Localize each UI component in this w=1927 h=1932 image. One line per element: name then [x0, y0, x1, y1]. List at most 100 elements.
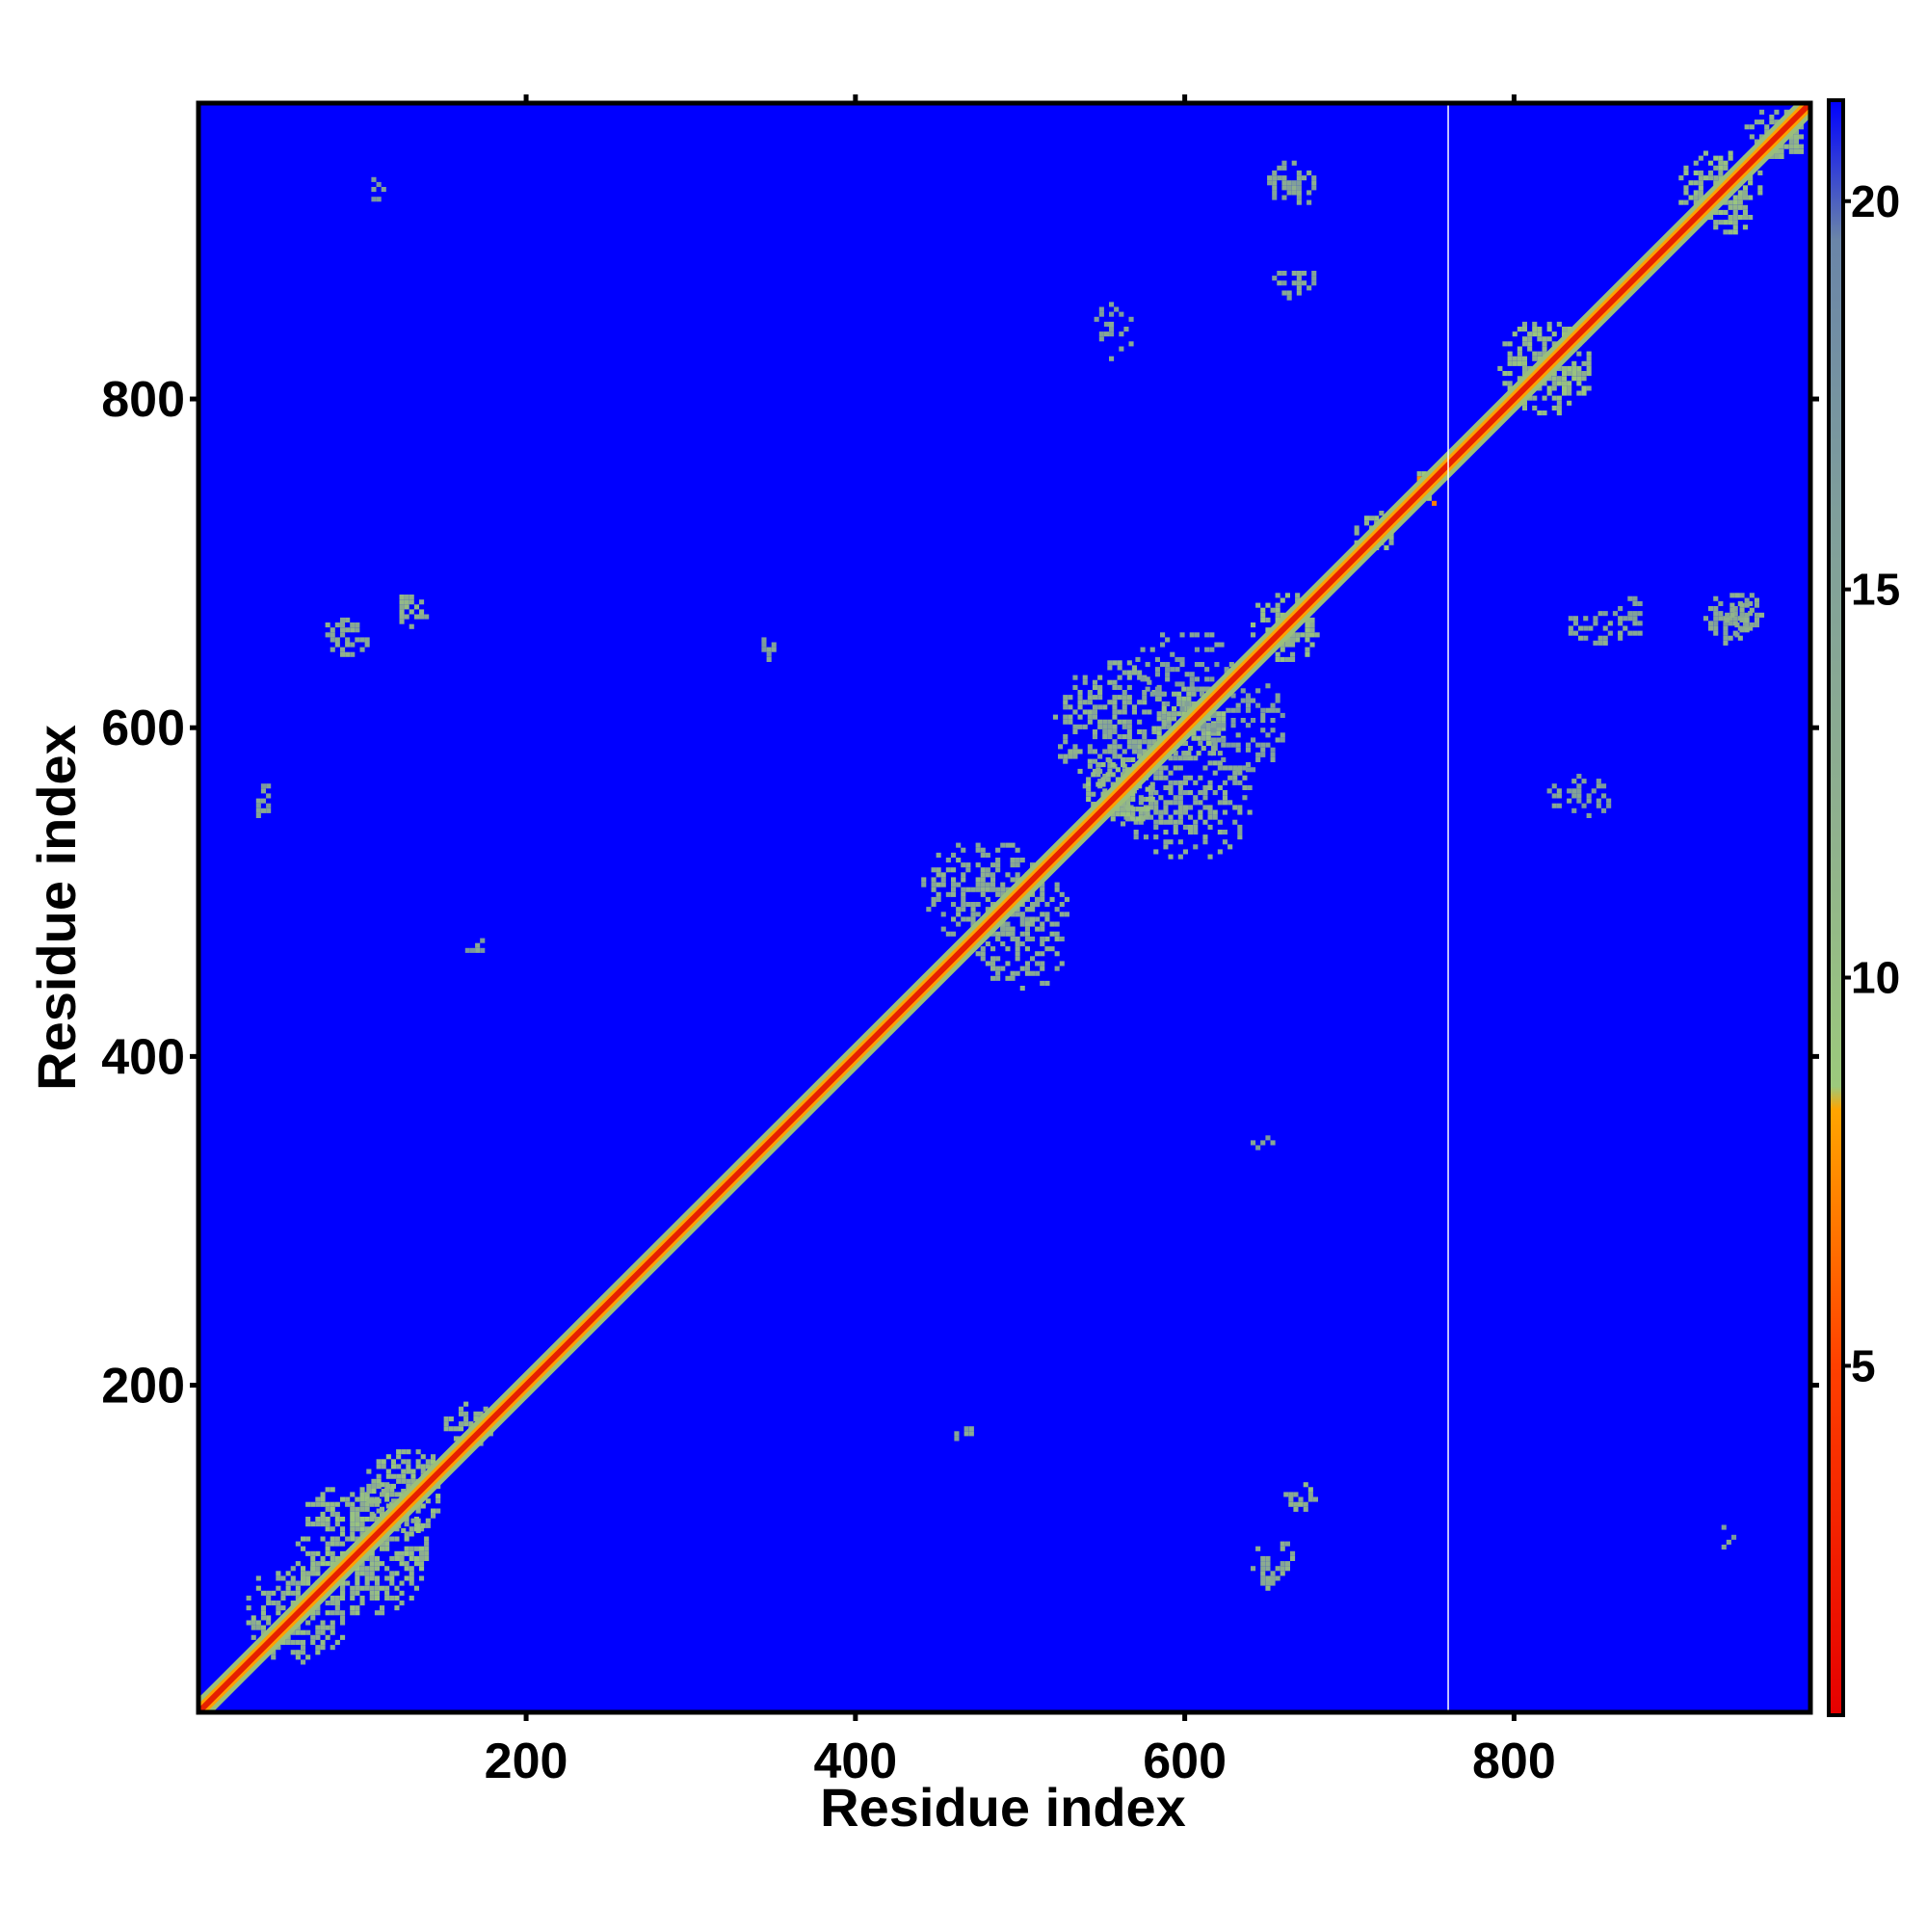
contact-cell — [260, 1615, 266, 1621]
contact-cell — [1265, 683, 1271, 689]
contact-cell — [380, 1546, 385, 1551]
contact-cell — [384, 1566, 390, 1572]
contact-cell — [1542, 341, 1547, 347]
contact-cell — [1000, 921, 1006, 927]
contact-cell — [1131, 704, 1137, 710]
contact-cell — [399, 619, 405, 624]
contact-cell — [1612, 611, 1618, 617]
contact-cell — [1718, 616, 1724, 622]
contact-cell — [355, 1526, 360, 1532]
contact-cell — [419, 599, 425, 605]
contact-cell — [1193, 824, 1199, 830]
contact-cell — [1005, 975, 1011, 981]
contact-cell — [1082, 675, 1088, 680]
contact-cell — [985, 961, 990, 966]
contact-cell — [295, 1625, 301, 1630]
contact-cell — [1532, 351, 1538, 357]
contact-cell — [355, 1580, 360, 1586]
contact-cell — [419, 1555, 425, 1561]
contact-cell — [1275, 612, 1280, 618]
contact-cell — [345, 642, 351, 648]
contact-cell — [1010, 877, 1016, 883]
contact-cell — [1126, 734, 1132, 740]
contact-cell — [1005, 931, 1011, 937]
contact-cell — [1305, 617, 1310, 622]
contact-cell — [359, 1595, 365, 1601]
contact-cell — [1015, 847, 1020, 853]
contact-cell — [1272, 190, 1278, 196]
contact-cell — [1305, 651, 1310, 657]
contact-cell — [359, 1501, 365, 1507]
contact-cell — [1035, 926, 1041, 932]
contact-cell — [1097, 684, 1103, 690]
contact-cell — [1217, 800, 1223, 806]
contact-cell — [1222, 780, 1227, 785]
contact-cell — [1198, 814, 1203, 820]
contact-cell — [1627, 595, 1633, 601]
contact-cell — [956, 858, 962, 863]
contact-cell — [1567, 327, 1572, 332]
contact-cell — [766, 656, 772, 662]
contact-cell — [1198, 740, 1203, 746]
contact-cell — [1122, 724, 1127, 729]
contact-cell — [399, 614, 405, 620]
contact-cell — [951, 891, 957, 897]
contact-cell — [1296, 199, 1302, 205]
contact-cell — [1567, 385, 1572, 391]
contact-cell — [1107, 679, 1113, 685]
contact-cell — [1217, 819, 1223, 825]
contact-cell — [404, 1536, 409, 1542]
contact-cell — [1117, 665, 1122, 671]
contact-cell — [1186, 691, 1192, 697]
contact-cell — [290, 1629, 296, 1635]
contact-cell — [1502, 371, 1508, 377]
contact-cell — [1030, 970, 1036, 976]
contact-cell — [1040, 980, 1045, 986]
contact-cell — [1211, 728, 1217, 733]
contact-cell — [931, 896, 937, 902]
contact-cell — [1637, 621, 1643, 626]
contact-cell — [1216, 723, 1222, 728]
contact-cell — [340, 1590, 346, 1596]
contact-cell — [315, 1645, 321, 1651]
contact-cell — [1754, 617, 1759, 622]
contact-cell — [1542, 410, 1547, 416]
contact-cell — [1207, 780, 1213, 785]
contact-cell — [399, 1561, 405, 1567]
contact-cell — [961, 907, 966, 913]
contact-cell — [1788, 134, 1794, 140]
contact-cell — [1280, 1571, 1285, 1576]
contact-cell — [1602, 635, 1608, 641]
contact-cell — [980, 956, 986, 962]
contact-cell — [1293, 1506, 1299, 1512]
contact-cell — [1094, 316, 1099, 322]
contact-cell — [376, 181, 382, 187]
contact-cell — [260, 783, 266, 789]
contact-cell — [1117, 744, 1122, 750]
contact-cell — [1286, 185, 1292, 191]
contact-cell — [1142, 739, 1148, 745]
contact-cell — [320, 1645, 326, 1651]
contact-cell — [359, 1487, 365, 1493]
contact-cell — [1571, 788, 1577, 794]
contact-cell — [1354, 530, 1359, 536]
contact-cell — [1149, 691, 1155, 697]
contact-cell — [1035, 951, 1041, 957]
contact-cell — [371, 1489, 377, 1495]
contact-cell — [1201, 746, 1206, 752]
contact-cell — [1290, 651, 1296, 657]
contact-cell — [1107, 763, 1113, 769]
contact-cell — [975, 842, 981, 848]
contact-cell — [1551, 385, 1557, 391]
contact-cell — [301, 1571, 306, 1576]
contact-cell — [1683, 199, 1689, 205]
contact-cell — [280, 1575, 286, 1581]
contact-cell — [1087, 709, 1093, 715]
contact-cell — [1204, 676, 1210, 682]
contact-cell — [1019, 912, 1025, 917]
contact-cell — [1201, 735, 1206, 741]
contact-region — [1618, 595, 1643, 641]
contact-cell — [995, 970, 1001, 976]
contact-cell — [1527, 331, 1533, 337]
contact-cell — [1260, 707, 1266, 713]
